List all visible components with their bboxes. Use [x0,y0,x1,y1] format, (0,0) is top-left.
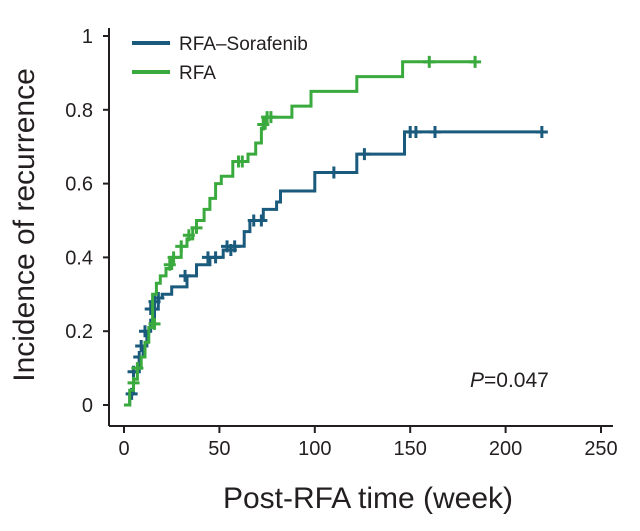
censor-mark [209,251,222,264]
censor-mark [127,376,140,389]
censor-mark [190,221,203,234]
x-axis-title: Post-RFA time (week) [223,482,513,515]
censor-mark [236,155,249,168]
legend-label: RFA–Sorafenib [179,34,308,55]
censor-mark [409,125,422,138]
x-tick-label: 200 [489,438,522,460]
censor-mark [255,214,268,227]
censor-mark [152,291,165,304]
y-tick-label: 0.4 [65,247,93,269]
legend-item: RFA–Sorafenib [132,34,308,55]
x-tick-label: 0 [118,438,129,460]
series-line [124,130,544,407]
x-tick-label: 250 [584,438,617,460]
series-line [124,60,476,407]
censor-mark [148,317,161,330]
censor-mark [264,111,277,124]
x-tick-label: 150 [394,438,427,460]
y-tick-label: 1 [82,26,93,48]
y-axis-title: Incidence of recurrence [8,68,41,382]
series-rfa-sorafenib [124,125,548,407]
y-tick-label: 0.2 [65,321,93,343]
censor-mark [167,251,180,264]
legend-item: RFA [132,63,216,84]
censor-mark [179,269,192,282]
censor-mark [535,125,548,138]
series-layer [124,55,548,407]
censor-mark [423,55,436,68]
y-tick-label: 0 [82,395,93,417]
x-tick-label: 50 [208,438,230,460]
legend-label: RFA [179,63,216,84]
censor-mark [257,118,270,131]
x-tick-label: 100 [298,438,331,460]
y-tick-label: 0.8 [65,100,93,122]
censor-mark [358,148,371,161]
legend: RFA–Sorafenib RFA [132,34,308,84]
p-value-annotation: P=0.047 [470,369,549,392]
axes: 0 0.2 0.4 0.6 0.8 1 0 50 100 150 200 250 [65,26,618,460]
censor-mark [327,166,340,179]
series-rfa [124,55,482,407]
p-value-text: =0.047 [484,369,549,392]
censor-mark [175,240,188,253]
censor-mark [469,55,482,68]
censor-mark [182,229,195,242]
censor-mark [228,240,241,253]
censor-mark [144,303,157,316]
censor-mark [163,258,176,271]
censor-mark [131,362,144,375]
y-tick-label: 0.6 [65,174,93,196]
censor-mark [429,125,442,138]
p-value-symbol: P [470,369,484,392]
